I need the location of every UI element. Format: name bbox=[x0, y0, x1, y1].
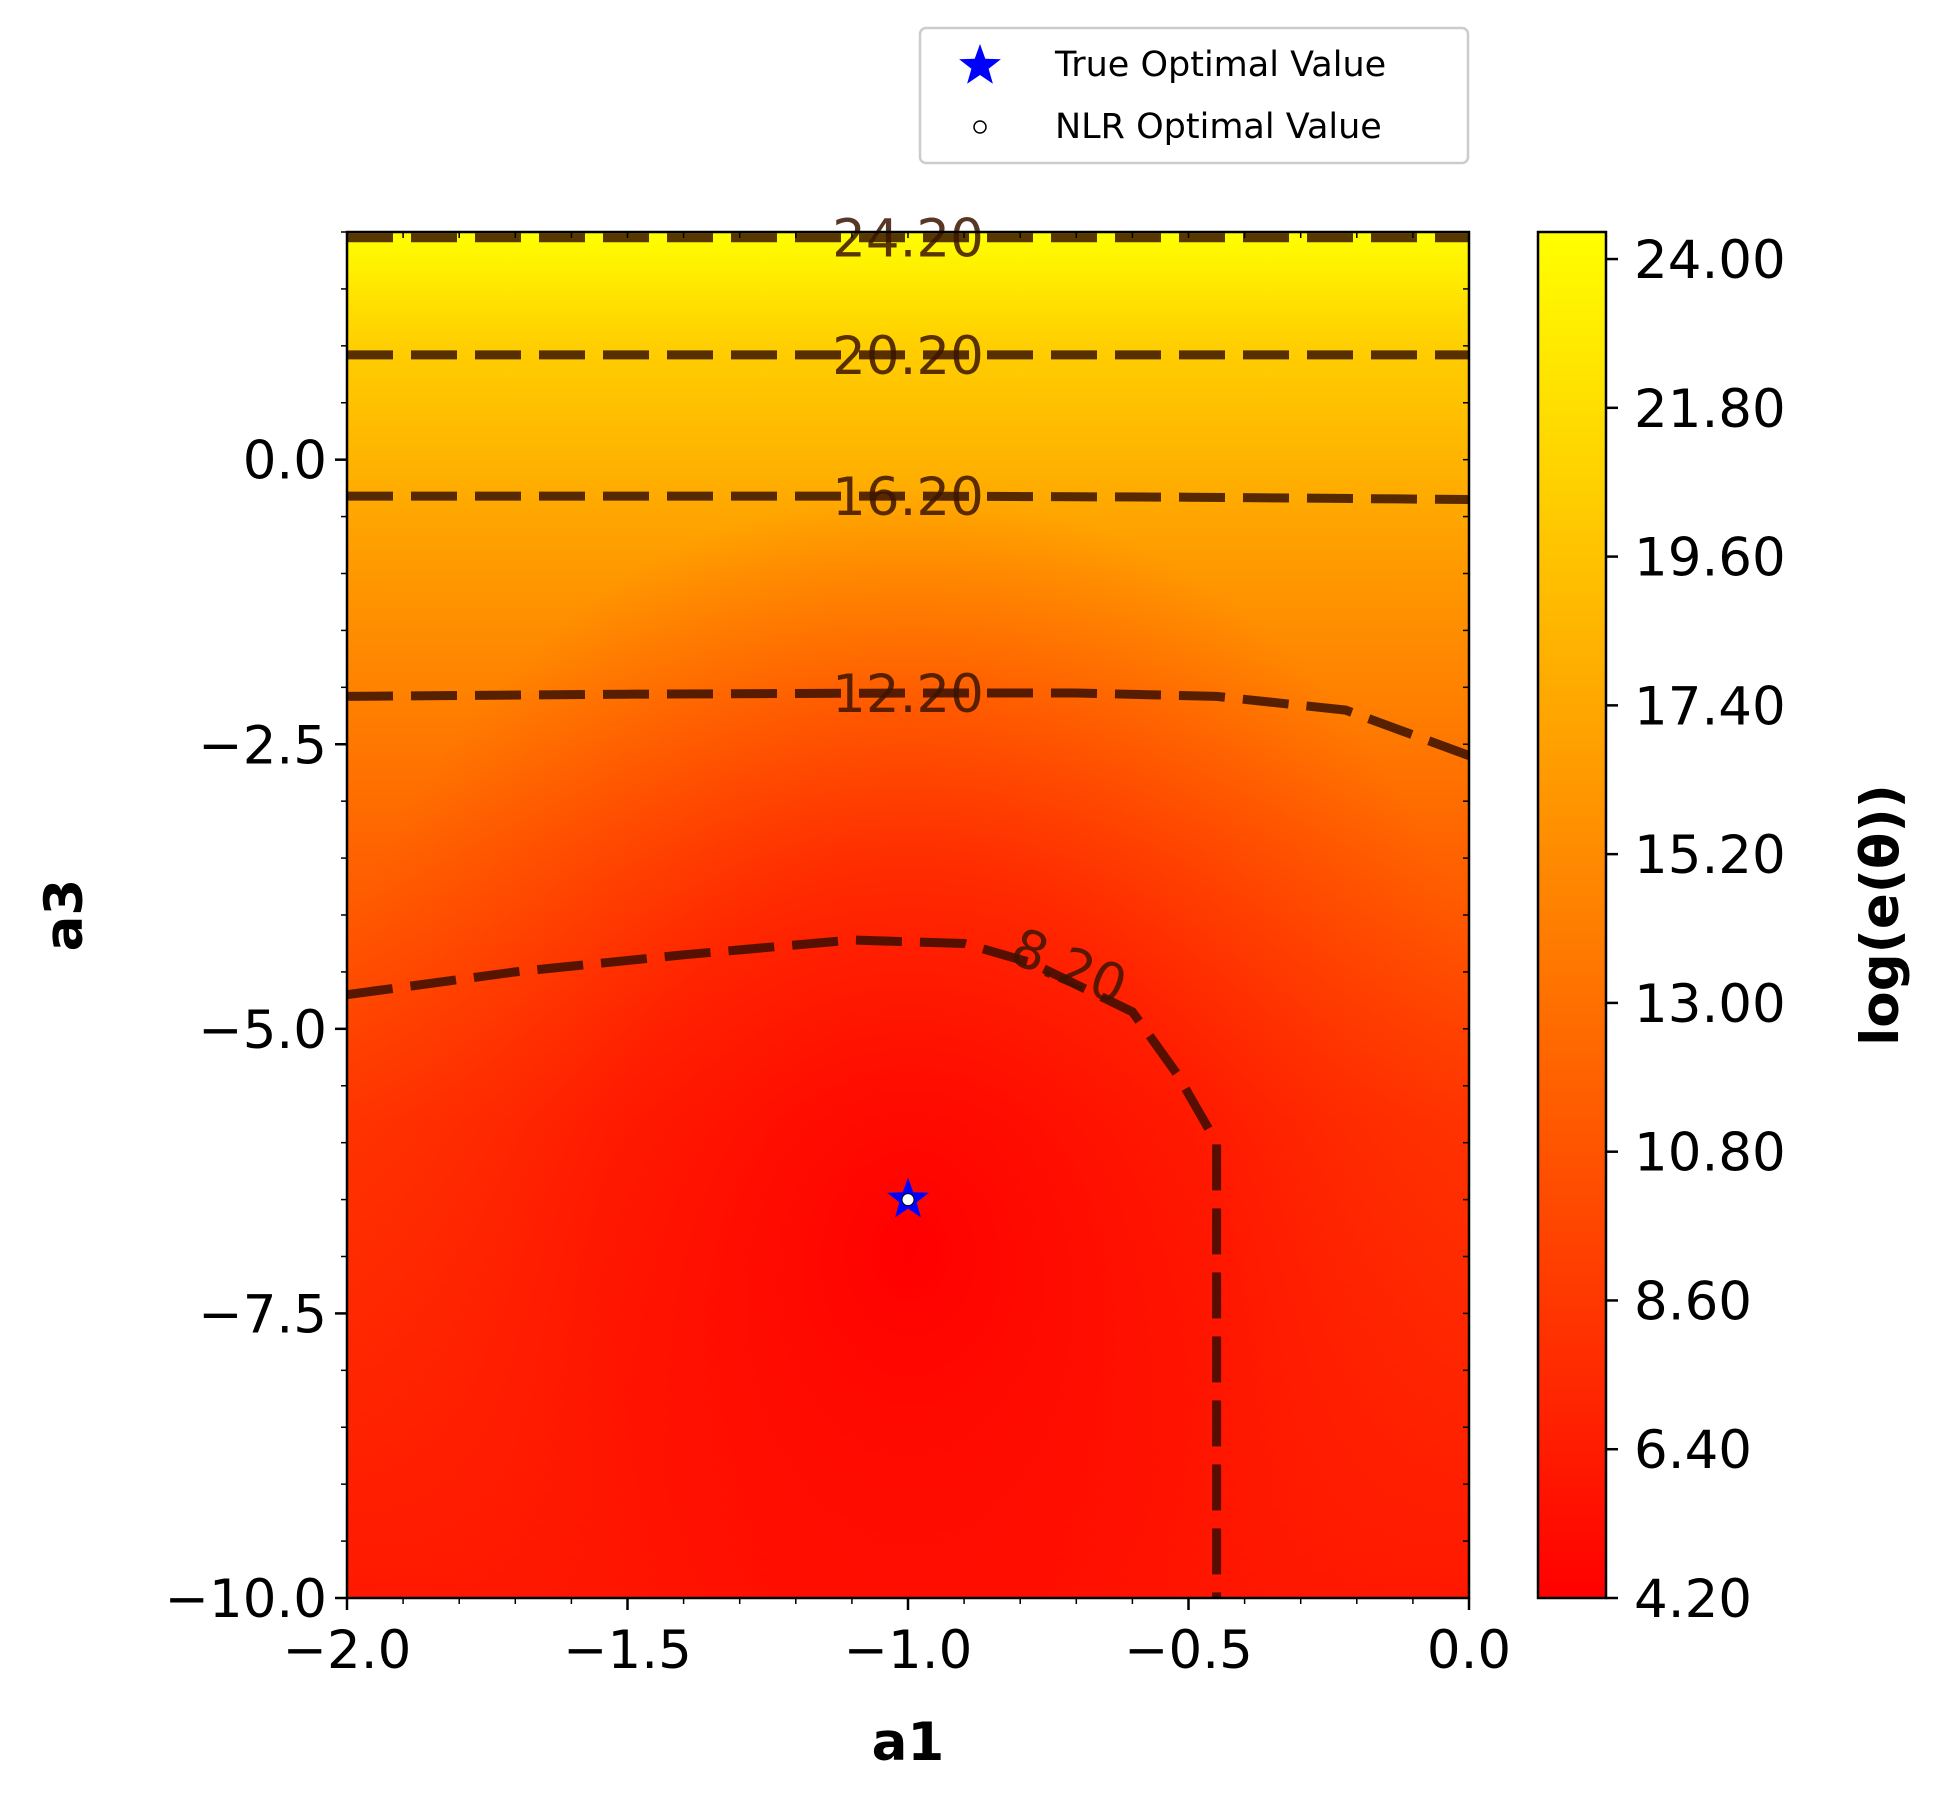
legend-box bbox=[918, 26, 1470, 165]
colorbar-tick-label: 10.80 bbox=[1634, 1123, 1786, 1184]
optimum-markers bbox=[887, 1177, 929, 1218]
contour-line-12.20 bbox=[347, 688, 1469, 760]
x-axis-title: a1 bbox=[872, 1712, 945, 1773]
contour-label-16.20: 16.20 bbox=[832, 467, 984, 528]
y-tick-label: −10.0 bbox=[165, 1569, 327, 1630]
colorbar-gradient bbox=[1536, 230, 1608, 1600]
colorbar-tick-label: 19.60 bbox=[1634, 528, 1786, 589]
x-tick-label: −0.5 bbox=[1124, 1620, 1253, 1681]
y-tick-label: −2.5 bbox=[198, 715, 327, 776]
colorbar-tick-label: 17.40 bbox=[1634, 676, 1786, 737]
legend-label-nlr-optimal: NLR Optimal Value bbox=[1055, 107, 1382, 147]
y-axis: −10.0 −7.5 −5.0 −2.5 0.0 bbox=[165, 231, 1469, 1630]
colorbar-tick-label: 15.20 bbox=[1634, 825, 1786, 886]
y-tick-label: 0.0 bbox=[243, 431, 327, 492]
colorbar-tick-label: 6.40 bbox=[1634, 1420, 1752, 1481]
contour-label-20.20: 20.20 bbox=[832, 326, 984, 387]
colorbar-tick-label: 24.00 bbox=[1634, 230, 1786, 291]
legend-label-true-optimal: True Optimal Value bbox=[1054, 45, 1386, 85]
colorbar: 4.20 6.40 8.60 10.80 13.00 15.20 17.40 19.60 21.… bbox=[1536, 230, 1911, 1630]
nlr-optimum-circle bbox=[901, 1193, 915, 1207]
colorbar-tick-label: 4.20 bbox=[1634, 1569, 1752, 1630]
colorbar-label: log(e(θ)) bbox=[1850, 784, 1911, 1046]
y-tick-label: −5.0 bbox=[198, 1000, 327, 1061]
contour-line-16.20 bbox=[347, 491, 1469, 504]
contour-line-8.20 bbox=[347, 935, 1222, 1598]
contour-label-12.20: 12.20 bbox=[832, 664, 984, 725]
colorbar-tick-label: 13.00 bbox=[1634, 974, 1786, 1035]
legend-star-icon bbox=[959, 44, 1001, 84]
contour-label-24.20: 24.20 bbox=[832, 209, 984, 270]
x-axis: −2.0 −1.5 −1.0 −0.5 0.0 bbox=[283, 232, 1511, 1681]
contour-lines bbox=[347, 233, 1469, 1598]
legend-circle-icon bbox=[973, 120, 987, 134]
colorbar-ticks: 4.20 6.40 8.60 10.80 13.00 15.20 17.40 19.60 21.… bbox=[1606, 230, 1786, 1630]
x-tick-label: 0.0 bbox=[1427, 1620, 1511, 1681]
legend: True Optimal Value NLR Optimal Value bbox=[918, 26, 1470, 165]
x-tick-label: −1.5 bbox=[563, 1620, 692, 1681]
y-tick-label: −7.5 bbox=[198, 1284, 327, 1345]
x-tick-label: −1.0 bbox=[844, 1620, 973, 1681]
colorbar-tick-label: 21.80 bbox=[1634, 379, 1786, 440]
heatmap-minimum-region bbox=[347, 232, 1469, 1598]
colorbar-tick-label: 8.60 bbox=[1634, 1271, 1752, 1332]
plot-area bbox=[347, 232, 1469, 1598]
x-tick-label: −2.0 bbox=[283, 1620, 412, 1681]
y-axis-title: a3 bbox=[34, 879, 95, 952]
